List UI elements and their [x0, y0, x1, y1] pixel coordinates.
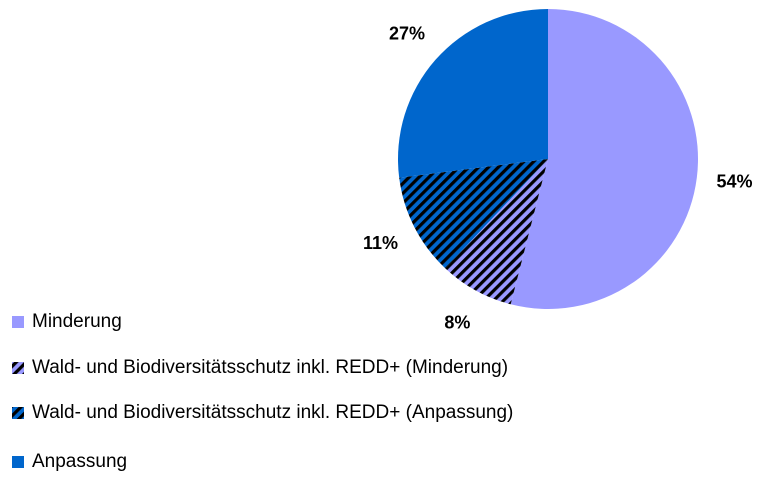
data-label: 27% — [389, 23, 425, 43]
pie-slice — [399, 159, 548, 269]
data-label: 8% — [444, 312, 470, 332]
legend-swatch — [12, 456, 24, 468]
legend-label: Wald- und Biodiversitätsschutz inkl. RED… — [32, 357, 508, 378]
pie-slice — [510, 9, 698, 309]
data-label: 54% — [717, 171, 753, 191]
pie-slice — [445, 159, 548, 305]
legend-swatch — [12, 362, 24, 374]
legend-label: Minderung — [32, 311, 122, 332]
data-label: 11% — [363, 233, 398, 253]
pie-slice — [398, 9, 548, 178]
legend-label: Anpassung — [32, 451, 127, 472]
legend-label: Wald- und Biodiversitätsschutz inkl. RED… — [32, 402, 513, 423]
legend-swatch — [12, 407, 24, 419]
legend-swatch — [12, 316, 24, 328]
